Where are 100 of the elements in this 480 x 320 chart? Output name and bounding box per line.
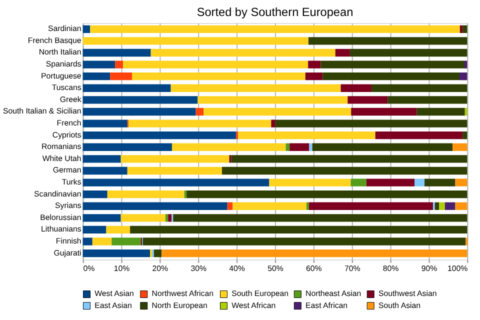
bar [462,25,468,33]
bar [271,120,276,128]
bar [269,178,351,186]
x-tick-label: 60% [306,264,322,273]
bar [366,178,415,186]
bar [340,84,372,92]
bar [444,202,456,210]
bar [82,155,121,163]
bar [123,60,308,68]
x-tick-label: 50% [268,264,284,273]
bar [82,48,151,57]
y-tick-label: White Utah [42,154,82,163]
bar [308,60,321,68]
x-tick-label: 10% [114,264,130,273]
bar [227,202,233,210]
bar [460,72,468,80]
bar [455,202,468,210]
bar [82,108,196,116]
y-tick-label: German [52,166,82,175]
y-tick-label: French Basque [28,36,82,45]
bar [142,238,466,246]
bar [130,226,468,234]
bar [82,120,128,128]
bar [82,202,228,210]
bar [462,132,468,140]
x-tick-label: 80% [382,264,399,273]
y-tick-label: Cypriots [52,130,82,140]
legend-label: West Asian [94,289,134,298]
y-tick-label: Sardinian [48,24,82,34]
x-tick-label: 100% [448,264,468,273]
bar [82,72,110,80]
y-tick-label: North Italian [38,48,82,57]
bar [232,202,307,210]
legend-label: East Asian [94,300,132,310]
legend-label: North European [152,300,208,310]
y-tick-label: Lithuanians [41,224,82,234]
x-tick-label: 70% [344,264,360,273]
y-tick-label: Turks [62,178,82,186]
x-tick-label: 0% [83,264,95,273]
bar [107,190,184,198]
bar [308,37,468,45]
bar [238,132,376,140]
legend-label: Northeast Asian [306,289,362,298]
bar [82,238,92,246]
y-tick-label: Greek [60,94,82,104]
legend-label: Southwest Asian [378,289,437,298]
bar [172,143,286,151]
bar [106,226,130,234]
bar [127,166,222,175]
bar [92,238,112,246]
bar [162,249,468,258]
bar [222,166,468,175]
bar [112,238,141,246]
y-tick-label: Portuguese [41,71,82,80]
bar [120,155,230,163]
bar [452,143,468,151]
bar [320,60,464,68]
y-tick-label: Belorussian [40,212,82,222]
bar [82,60,116,68]
y-tick-label: Finnish [56,236,82,246]
bar [434,202,440,210]
bar [439,202,445,210]
bar [203,108,352,116]
x-tick-label: 30% [190,264,206,273]
bar [115,60,124,68]
bar [82,25,90,33]
y-tick-label: Syrians [55,201,82,210]
bar [371,84,468,92]
bar [198,96,348,104]
bar [309,143,312,151]
bar [120,214,166,222]
bar [305,72,323,80]
y-tick-label: Spaniards [46,60,82,69]
bar [455,178,468,186]
bar [464,60,468,68]
bar [275,120,468,128]
y-tick-label: Scandinavian [34,189,82,198]
x-tick-label: 20% [152,264,168,273]
bar [82,166,128,175]
bar [335,48,350,57]
y-tick-label: South Italian & Sicilian [2,106,82,116]
bar [170,84,341,92]
bar [196,108,204,116]
bar [350,48,468,57]
x-tick-label: 40% [229,264,245,273]
bar [348,96,388,104]
bar [168,214,172,222]
bar [150,48,336,57]
bar [290,143,310,151]
bar [82,190,108,198]
bar [82,143,172,151]
bar [351,108,417,116]
y-tick-label: French [56,118,82,128]
bar [231,155,468,163]
chart-title: Sorted by Southern European [196,5,354,20]
legend-label: South European [232,289,289,298]
legend-label: South Asian [378,300,421,310]
bar [82,84,171,92]
bar [154,249,162,258]
x-tick-label: 90% [421,264,438,273]
